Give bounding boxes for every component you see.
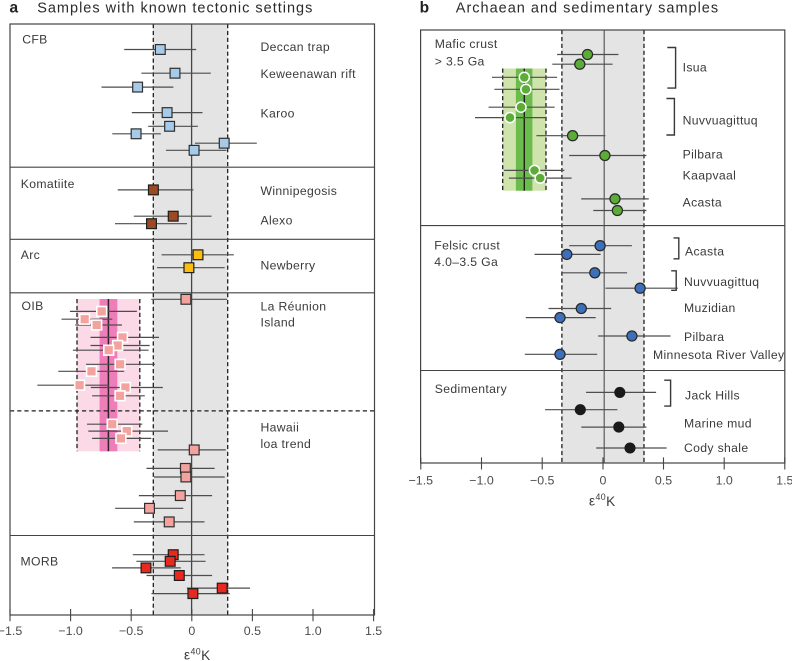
svg-text:Newberry: Newberry bbox=[261, 258, 317, 272]
svg-text:−1.5: −1.5 bbox=[0, 624, 22, 638]
svg-text:1.0: 1.0 bbox=[716, 474, 733, 488]
svg-text:Muzidian: Muzidian bbox=[684, 301, 736, 315]
svg-text:Komatiite: Komatiite bbox=[21, 177, 75, 191]
svg-text:Minnesota River Valley: Minnesota River Valley bbox=[653, 348, 785, 362]
svg-text:loa trend: loa trend bbox=[261, 437, 312, 451]
svg-text:Pilbara: Pilbara bbox=[683, 148, 723, 162]
svg-text:1.5: 1.5 bbox=[776, 474, 792, 488]
svg-text:0.5: 0.5 bbox=[655, 474, 672, 488]
svg-text:Alexo: Alexo bbox=[261, 213, 293, 227]
svg-text:Deccan trap: Deccan trap bbox=[261, 40, 331, 54]
svg-text:a: a bbox=[10, 0, 19, 17]
svg-text:Cody shale: Cody shale bbox=[684, 441, 748, 455]
svg-text:1.0: 1.0 bbox=[304, 624, 321, 638]
svg-text:Nuvvuagittuq: Nuvvuagittuq bbox=[683, 114, 758, 128]
svg-text:4.0–3.5 Ga: 4.0–3.5 Ga bbox=[434, 255, 498, 269]
svg-text:Felsic crust: Felsic crust bbox=[434, 238, 500, 252]
svg-text:Karoo: Karoo bbox=[261, 106, 295, 120]
svg-text:Winnipegosis: Winnipegosis bbox=[261, 184, 338, 198]
svg-text:1.5: 1.5 bbox=[365, 624, 382, 638]
svg-text:Archaean and sedimentary sampl: Archaean and sedimentary samples bbox=[456, 1, 719, 17]
svg-text:OIB: OIB bbox=[22, 299, 44, 313]
svg-text:b: b bbox=[420, 0, 429, 17]
svg-text:Isua: Isua bbox=[683, 61, 707, 75]
svg-text:−0.5: −0.5 bbox=[530, 474, 555, 488]
svg-text:Arc: Arc bbox=[21, 248, 40, 262]
svg-text:La Réunion: La Réunion bbox=[261, 299, 327, 313]
svg-text:Hawaii: Hawaii bbox=[261, 421, 300, 435]
svg-text:Acasta: Acasta bbox=[685, 245, 724, 259]
svg-text:Marine mud: Marine mud bbox=[684, 416, 752, 430]
svg-text:Kaapvaal: Kaapvaal bbox=[683, 169, 737, 183]
svg-text:0.5: 0.5 bbox=[244, 624, 261, 638]
svg-text:Jack Hills: Jack Hills bbox=[685, 388, 740, 402]
svg-text:0: 0 bbox=[188, 624, 195, 638]
svg-text:CFB: CFB bbox=[22, 32, 47, 46]
svg-text:MORB: MORB bbox=[21, 554, 59, 568]
svg-text:−1.5: −1.5 bbox=[409, 474, 434, 488]
svg-text:−0.5: −0.5 bbox=[119, 624, 144, 638]
svg-text:−1.0: −1.0 bbox=[58, 624, 83, 638]
svg-text:0: 0 bbox=[600, 474, 607, 488]
svg-text:Pilbara: Pilbara bbox=[684, 330, 724, 344]
svg-text:> 3.5 Ga: > 3.5 Ga bbox=[435, 55, 485, 69]
svg-text:Samples with known tectonic se: Samples with known tectonic settings bbox=[37, 1, 313, 17]
svg-text:Island: Island bbox=[261, 316, 296, 330]
svg-text:Nuvvuagittuq: Nuvvuagittuq bbox=[684, 275, 759, 289]
svg-text:Mafic crust: Mafic crust bbox=[435, 37, 498, 51]
svg-text:Keweenawan rift: Keweenawan rift bbox=[261, 67, 357, 81]
svg-text:Acasta: Acasta bbox=[683, 196, 722, 210]
svg-text:Sedimentary: Sedimentary bbox=[435, 382, 508, 396]
svg-text:−1.0: −1.0 bbox=[469, 474, 494, 488]
